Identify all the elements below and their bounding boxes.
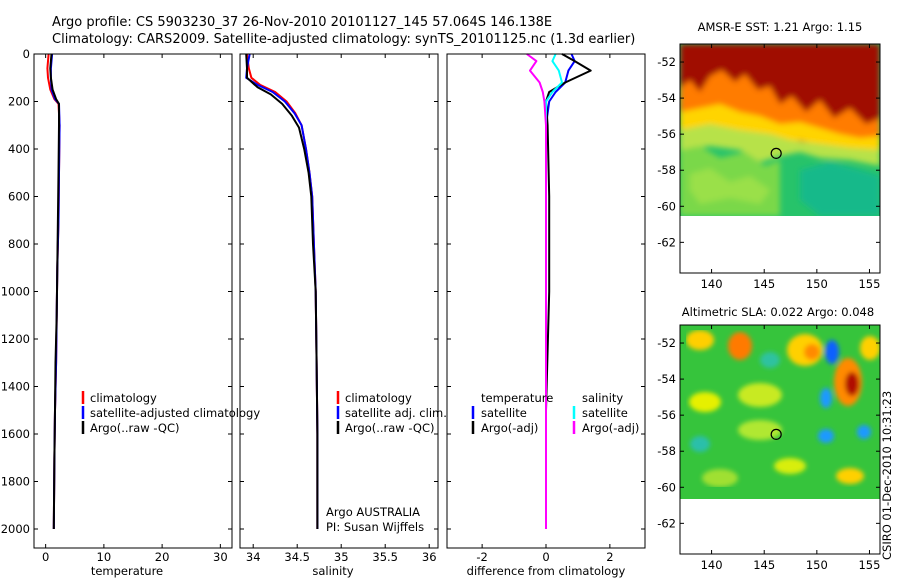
y-tick-label: 200 [8,95,30,109]
legend-label: satellite [481,406,527,420]
x-tick-label: 30 [213,550,228,564]
y-tick-label: -56 [657,408,676,422]
x-tick-label: 145 [753,277,775,291]
sla-map-title: Altimetric SLA: 0.022 Argo: 0.048 [682,305,874,319]
difference-legend: temperature satellite Argo(-adj) salinit… [471,391,639,435]
sla-map-panel: Altimetric SLA: 0.022 Argo: 0.048 [657,305,881,572]
panel-frame [33,53,233,549]
sst-map-axes: 140 145 150 155 -52 -54 -56 -58 -60 -62 [657,44,880,291]
y-tick-label: -62 [657,516,676,530]
legend-label: Argo(-adj) [582,421,639,435]
x-tick-label: 35.5 [372,550,398,564]
panel-frame [239,53,439,549]
x-tick-label: 35 [334,550,349,564]
x-tick-label: 140 [701,558,723,572]
y-tick-label: -54 [657,91,676,105]
x-tick-label: 20 [155,550,170,564]
y-tick-label: -60 [657,199,676,213]
sst-heatmap [680,44,880,216]
sla-heatmap [680,325,880,499]
x-tick-label: 145 [753,558,775,572]
y-tick-label: 1000 [1,285,30,299]
y-tick-label: -62 [657,235,676,249]
legend-label: climatology [345,391,412,405]
y-tick-label: -60 [657,480,676,494]
y-tick-label: -58 [657,444,676,458]
x-tick-label: 36 [422,550,437,564]
x-tick-label: 0 [42,550,49,564]
series-line [545,53,592,529]
x-tick-label: 0 [542,550,549,564]
timestamp-footer: CSIRO 01-Dec-2010 10:31:23 [880,391,894,560]
x-tick-label: 150 [806,558,828,572]
y-tick-label: 1800 [1,475,30,489]
legend-label: Argo(..raw -QC) [345,421,435,435]
x-tick-label: 34 [246,550,261,564]
sla-map-axes: 140 145 150 155 -52 -54 -56 -58 -60 -62 [657,325,880,572]
legend-label: satellite-adjusted climatology [90,406,260,420]
y-tick-label: -52 [657,336,676,350]
x-tick-label: 10 [97,550,112,564]
float-owner-annotation: Argo AUSTRALIA [326,505,420,519]
x-tick-label: 2 [606,550,613,564]
figure-title-line2: Climatology: CARS2009. Satellite-adjuste… [52,32,635,47]
panel-temperature: 0 200 400 600 800 1000 1200 1400 1600 1800 2000 0 10… [1,47,233,578]
legend-label: Argo(..raw -QC) [90,421,180,435]
x-tick-label: 150 [806,277,828,291]
x-axis-label: salinity [312,564,353,578]
series-line [245,53,319,529]
y-tick-label: 400 [8,142,30,156]
sla-map-frame [679,324,881,555]
y-tick-label: 2000 [1,522,30,536]
x-tick-label: 155 [858,277,880,291]
sst-argo-location-marker [770,147,782,159]
salinity-legend: climatology satellite adj. clim. Argo(..… [326,391,447,534]
x-tick-label: 155 [858,558,880,572]
legend-label: satellite [582,406,628,420]
sst-map-title: AMSR-E SST: 1.21 Argo: 1.15 [698,20,863,34]
y-tick-label: -54 [657,372,676,386]
x-tick-label: -2 [476,550,487,564]
y-tick-label: 0 [23,47,30,61]
sst-map-frame [679,43,881,274]
y-tick-label: -52 [657,55,676,69]
y-tick-label: 1600 [1,427,30,441]
series-line [545,53,576,529]
series-line [246,53,319,529]
x-axis-label: temperature [91,564,163,578]
y-tick-label: -58 [657,163,676,177]
y-tick-label: 1200 [1,332,30,346]
pi-annotation: PI: Susan Wijffels [326,520,424,534]
temperature-legend: climatology satellite-adjusted climatolo… [81,391,260,435]
panel-salinity: 34 34.5 35 35.5 36 salinity [239,53,439,578]
series-line [245,53,319,529]
y-tick-label: 1400 [1,380,30,394]
x-tick-label: 34.5 [284,550,310,564]
sla-argo-location-marker [770,428,782,440]
y-tick-label: -56 [657,127,676,141]
y-tick-label: 800 [8,237,30,251]
series-line [49,53,60,530]
sst-map-panel: AMSR-E SST: 1.21 Argo: 1.15 140 145 150 155… [657,20,881,291]
legend-label: Argo(-adj) [481,421,538,435]
legend-label: satellite adj. clim. [345,406,447,420]
legend-label: climatology [90,391,157,405]
x-axis-label: difference from climatology [467,564,626,578]
legend-heading-temperature: temperature [481,391,553,405]
legend-heading-salinity: salinity [582,391,623,405]
series-line [526,53,547,529]
figure-title-line1: Argo profile: CS 5903230_37 26-Nov-2010 … [52,15,552,30]
x-tick-label: 140 [701,277,723,291]
y-tick-label: 600 [8,190,30,204]
